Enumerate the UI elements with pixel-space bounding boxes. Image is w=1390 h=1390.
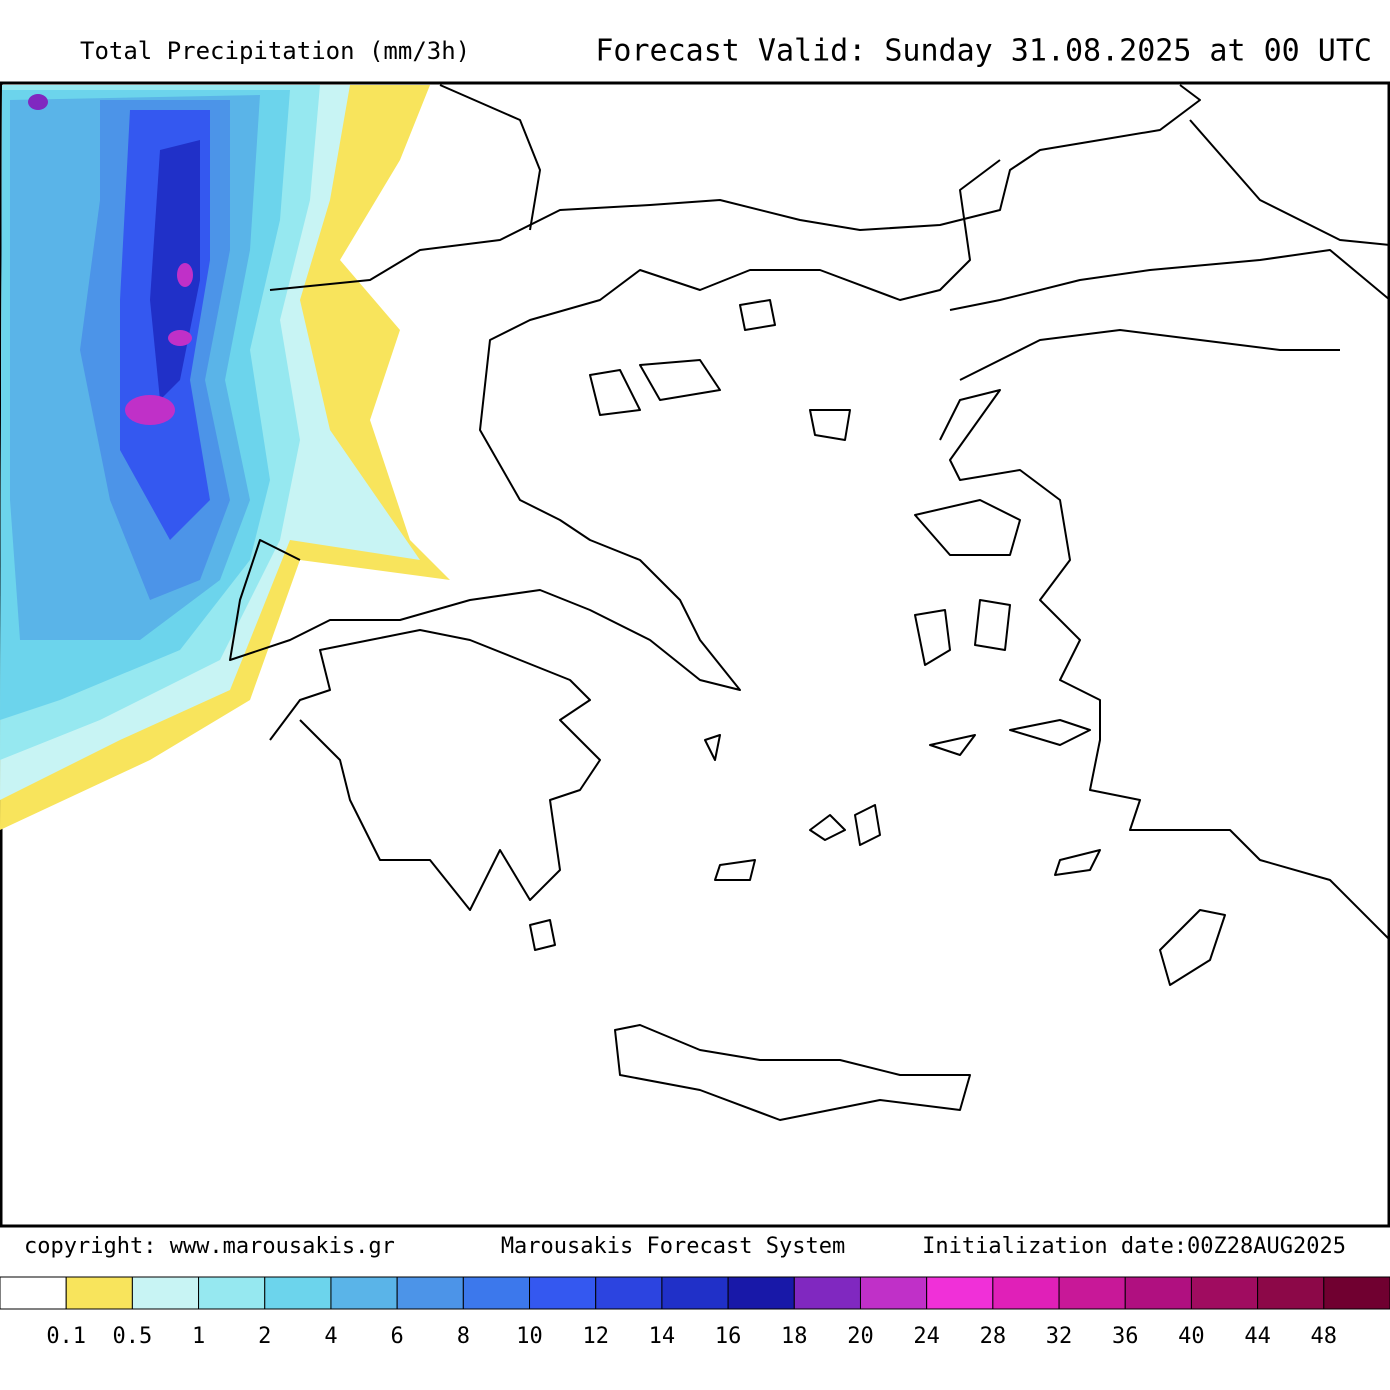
colorbar-label: 28 bbox=[980, 1324, 1007, 1349]
color-box bbox=[926, 1276, 994, 1310]
colorbar-label: 14 bbox=[649, 1324, 676, 1349]
colorbar-label: 10 bbox=[516, 1324, 543, 1349]
color-box bbox=[131, 1276, 200, 1310]
color-box bbox=[1190, 1276, 1259, 1310]
color-box bbox=[1124, 1276, 1192, 1310]
system-name: Marousakis Forecast System bbox=[501, 1234, 845, 1259]
colorbar-label: 1 bbox=[192, 1324, 205, 1349]
color-box bbox=[0, 1276, 67, 1310]
colorbar-label: 6 bbox=[391, 1324, 404, 1349]
colorbar-label: 32 bbox=[1046, 1324, 1073, 1349]
color-box bbox=[1323, 1276, 1390, 1310]
colorbar: 0.1 0.5 1 2 4 6 8 10 12 14 16 18 20 24 28 32 36 40 44 48 bbox=[0, 1276, 1390, 1349]
color-box bbox=[661, 1276, 729, 1310]
colorbar-label: 16 bbox=[715, 1324, 742, 1349]
color-box bbox=[1058, 1276, 1126, 1310]
coastlines bbox=[229, 84, 1390, 1121]
colorbar-label: 12 bbox=[582, 1324, 609, 1349]
map bbox=[0, 81, 1390, 1228]
colorbar-label: 24 bbox=[913, 1324, 940, 1349]
color-box bbox=[595, 1276, 663, 1310]
forecast-valid: Forecast Valid: Sunday 31.08.2025 at 00 … bbox=[595, 34, 1372, 69]
color-box bbox=[727, 1276, 795, 1310]
copyright: copyright: www.marousakis.gr bbox=[24, 1234, 395, 1259]
colorbar-label: 40 bbox=[1178, 1324, 1205, 1349]
colorbar-label: 48 bbox=[1311, 1324, 1338, 1349]
colorbar-label: 2 bbox=[258, 1324, 271, 1349]
color-box bbox=[65, 1276, 133, 1310]
color-box bbox=[859, 1276, 928, 1310]
color-box bbox=[198, 1276, 266, 1310]
colorbar-label: 36 bbox=[1112, 1324, 1139, 1349]
color-box bbox=[1257, 1276, 1325, 1310]
colorbar-label: 0.1 bbox=[46, 1324, 86, 1349]
color-box bbox=[264, 1276, 332, 1310]
colorbar-label: 20 bbox=[847, 1324, 874, 1349]
colorbar-label: 8 bbox=[457, 1324, 470, 1349]
colorbar-label: 0.5 bbox=[113, 1324, 153, 1349]
color-box bbox=[529, 1276, 597, 1310]
colorbar-label: 18 bbox=[781, 1324, 808, 1349]
color-box bbox=[992, 1276, 1060, 1310]
precipitation-field bbox=[0, 85, 450, 830]
colorbar-label: 44 bbox=[1244, 1324, 1271, 1349]
color-box bbox=[396, 1276, 464, 1310]
init-date: Initialization date:00Z28AUG2025 bbox=[922, 1234, 1346, 1259]
colorbar-label: 4 bbox=[324, 1324, 337, 1349]
color-box bbox=[793, 1276, 861, 1310]
map-title: Total Precipitation (mm/3h) bbox=[80, 37, 470, 65]
color-box bbox=[462, 1276, 531, 1310]
color-box bbox=[330, 1276, 398, 1310]
